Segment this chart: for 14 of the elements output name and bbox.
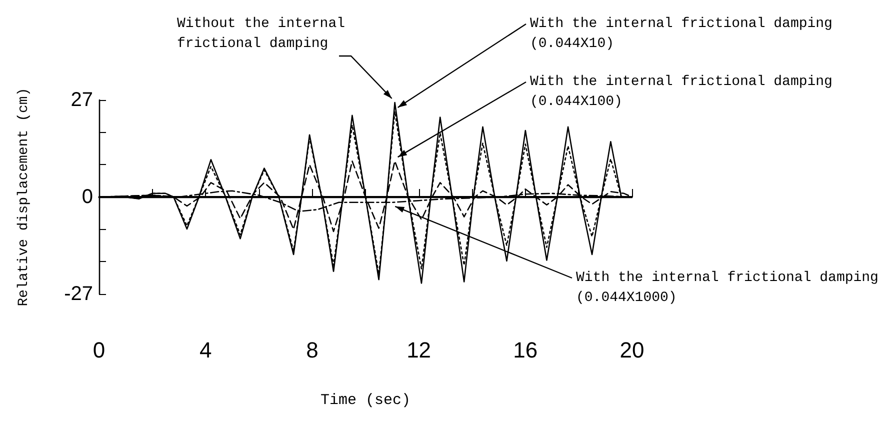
y-tick-label: 27 xyxy=(70,89,93,111)
x-tick-label: 12 xyxy=(406,338,432,362)
text: With the internal frictional damping (0.044X1000) xyxy=(576,270,878,306)
x-tick-label: 20 xyxy=(620,338,644,362)
x-tick-label: 8 xyxy=(306,338,318,362)
y-axis-title: Relative displacement (cm) xyxy=(16,88,32,306)
x-tick-label: 4 xyxy=(199,338,212,362)
text: Without the internal frictional damping xyxy=(176,16,346,52)
x-tick-label: 16 xyxy=(513,338,538,362)
y-tick-label: -27 xyxy=(64,283,93,305)
y-tick-label: 0 xyxy=(82,186,93,208)
text: With the internal frictional damping (0.044X100) xyxy=(530,74,832,110)
x-axis-title: Time (sec) xyxy=(320,392,411,409)
text: With the internal frictional damping (0.044X10) xyxy=(530,16,832,52)
